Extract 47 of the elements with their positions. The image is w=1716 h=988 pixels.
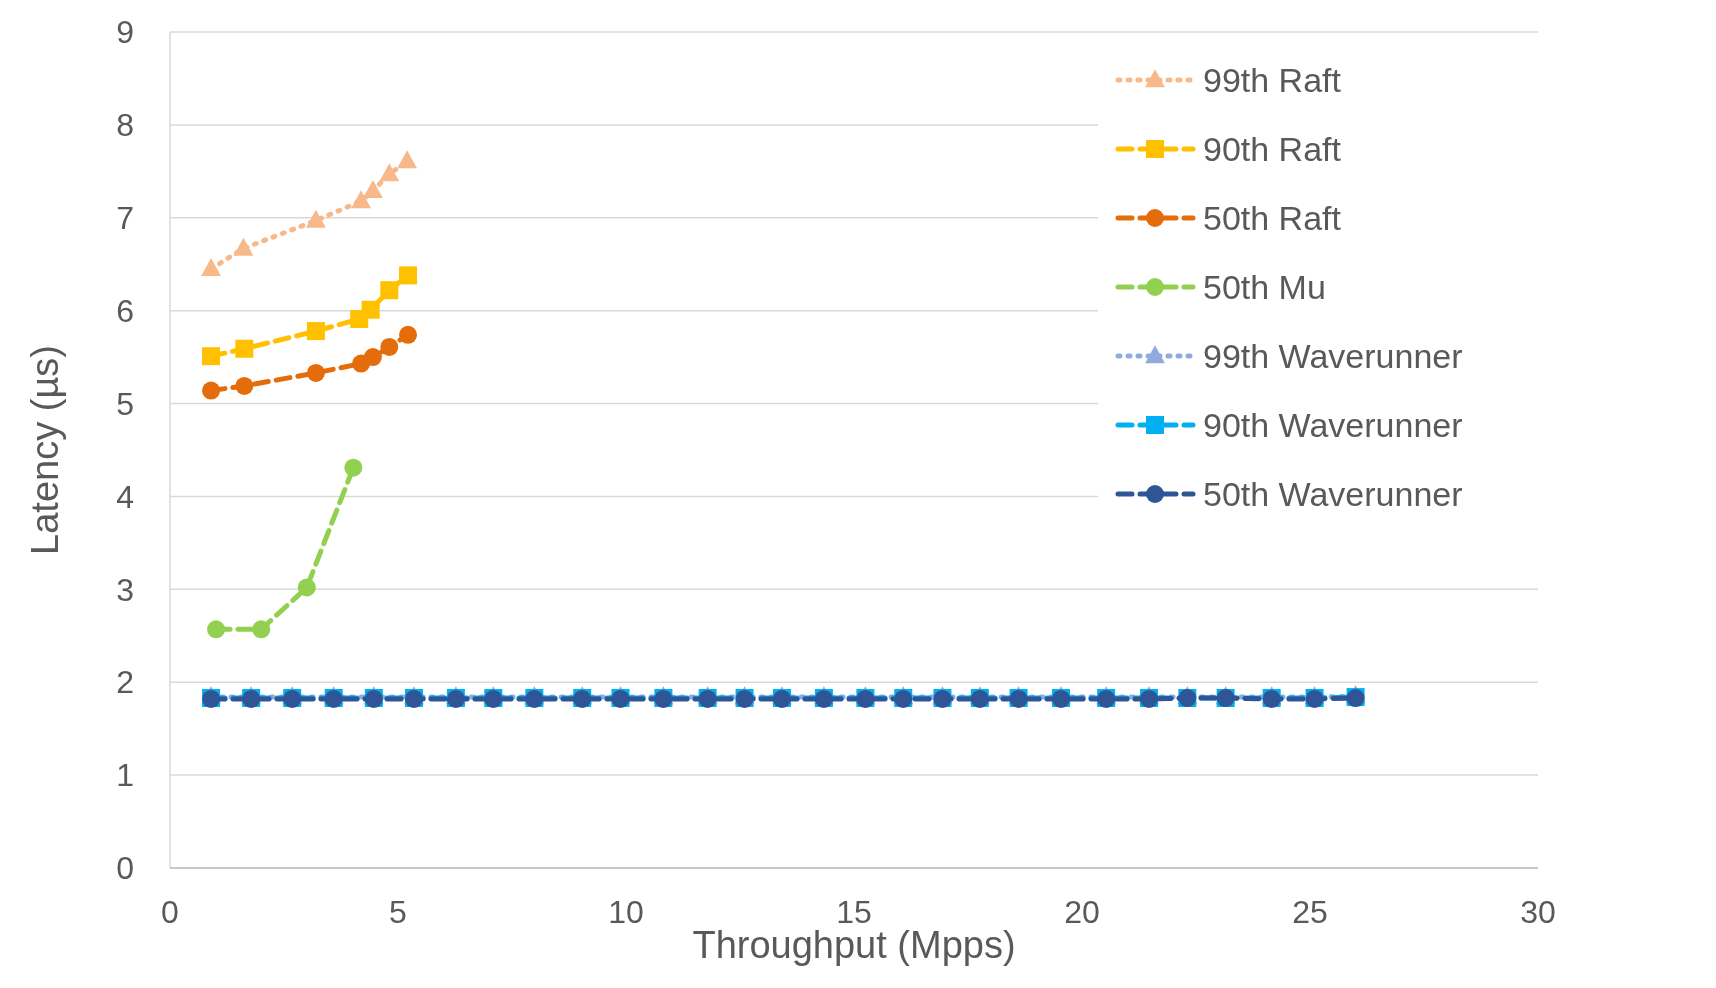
legend-label: 90th Waverunner [1203, 405, 1463, 444]
legend-label: 99th Waverunner [1203, 336, 1463, 375]
point [363, 348, 382, 367]
point [202, 347, 221, 366]
y-tick-label: 5 [116, 385, 134, 422]
y-tick-label: 6 [116, 292, 134, 329]
point [397, 150, 418, 169]
point [235, 376, 254, 395]
point [235, 339, 254, 358]
point [306, 363, 325, 382]
x-tick-label: 20 [1064, 894, 1100, 930]
point [351, 190, 371, 209]
y-tick-label: 9 [116, 14, 134, 51]
point [306, 209, 326, 228]
y-tick-label: 8 [116, 107, 134, 144]
point [361, 300, 380, 319]
x-tick-label: 5 [389, 894, 407, 930]
legend-label: 99th Raft [1203, 60, 1342, 99]
y-tick-label: 3 [116, 571, 134, 608]
point [252, 620, 271, 639]
y-axis-title: Latency (µs) [24, 345, 66, 555]
legend-label: 90th Raft [1203, 129, 1342, 168]
x-tick-label: 25 [1292, 894, 1328, 930]
point [344, 458, 363, 477]
point [201, 258, 221, 277]
point [202, 381, 221, 400]
point [233, 237, 254, 256]
y-tick-label: 2 [116, 664, 134, 701]
y-tick-label: 4 [116, 478, 134, 515]
point [399, 325, 418, 344]
x-tick-label: 10 [608, 894, 644, 930]
x-tick-label: 30 [1520, 894, 1556, 930]
point [379, 163, 400, 182]
y-tick-label: 7 [116, 199, 134, 236]
x-tick-label: 0 [161, 894, 179, 930]
point [363, 180, 383, 199]
point [380, 281, 399, 300]
point [399, 266, 418, 285]
legend-label: 50th Raft [1203, 198, 1342, 237]
point [380, 337, 399, 356]
y-tick-label: 0 [116, 850, 134, 887]
legend-label: 50th Mu [1203, 267, 1326, 306]
legend-label: 50th Waverunner [1203, 474, 1463, 513]
point [306, 322, 325, 341]
point [207, 620, 226, 639]
point [297, 578, 316, 597]
y-tick-label: 1 [116, 757, 134, 794]
